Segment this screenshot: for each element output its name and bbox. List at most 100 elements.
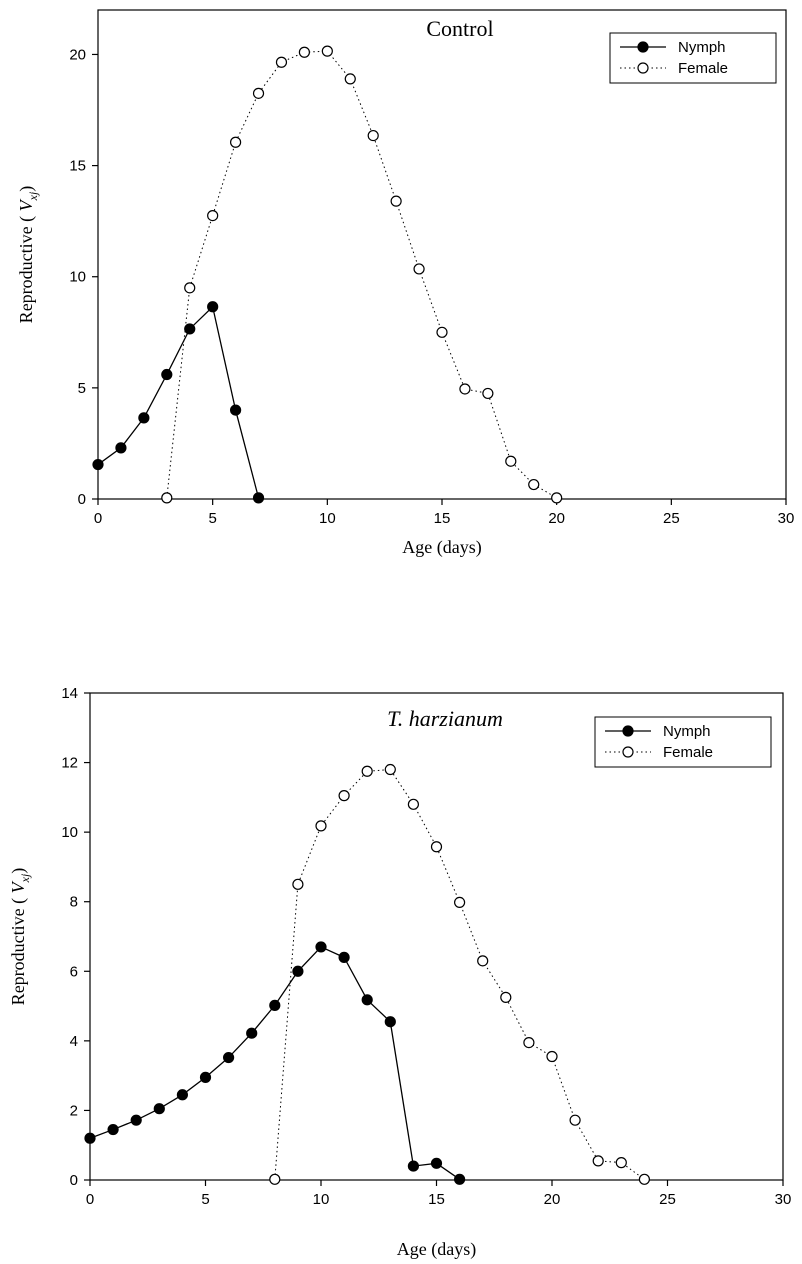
data-point-nymph	[384, 1016, 396, 1028]
x-tick-label: 15	[434, 510, 451, 527]
data-point-female	[413, 263, 425, 275]
data-point-female	[275, 56, 288, 68]
data-point-nymph	[176, 1089, 188, 1101]
y-axis-title-variable: V	[16, 198, 36, 211]
legend-label-nymph: Nymph	[678, 39, 726, 56]
x-tick-label: 15	[428, 1191, 445, 1208]
legend-marker-female	[622, 746, 634, 758]
data-point-female	[569, 1114, 581, 1126]
y-tick-label: 4	[70, 1033, 78, 1050]
y-axis-title-variable: V	[8, 880, 28, 893]
data-point-nymph	[230, 404, 242, 416]
data-point-female	[454, 896, 466, 909]
data-point-nymph	[361, 994, 373, 1006]
data-point-female	[184, 282, 196, 294]
y-axis-title-subscript: xj	[18, 873, 32, 883]
legend-box	[609, 32, 777, 84]
x-tick-label: 0	[86, 1191, 94, 1208]
x-tick-label: 25	[659, 1191, 676, 1208]
data-point-nymph	[84, 1132, 96, 1144]
series-line-female	[274, 769, 645, 1180]
data-point-nymph	[107, 1123, 119, 1136]
data-point-female	[528, 478, 540, 491]
data-point-female	[315, 820, 327, 832]
data-point-nymph	[338, 951, 350, 963]
chart-panel-1: 0 5 10 15 20 25 30 0 5 10 15 20 Age (days) Reproducti…	[16, 9, 794, 558]
legend-box	[594, 716, 772, 768]
data-point-female	[384, 763, 396, 776]
data-point-female	[338, 790, 350, 802]
data-point-female	[298, 46, 310, 58]
y-tick-label: 10	[69, 269, 86, 286]
data-point-female	[436, 326, 448, 338]
data-point-female	[161, 492, 173, 504]
data-point-nymph	[199, 1071, 212, 1083]
series-line-nymph	[97, 305, 260, 499]
x-tick-label: 5	[208, 510, 216, 527]
data-point-nymph	[207, 301, 219, 313]
y-axis-title: Reproductive ( Vxj)	[16, 186, 40, 324]
data-point-female	[459, 383, 471, 395]
legend-label-nymph: Nymph	[663, 723, 711, 740]
y-tick-label: 8	[70, 894, 78, 911]
y-axis-title-suffix: )	[16, 186, 37, 192]
data-point-female	[477, 955, 489, 967]
data-point-nymph	[454, 1173, 466, 1185]
legend-label-female: Female	[678, 60, 728, 77]
data-point-nymph	[92, 458, 104, 471]
data-point-nymph	[292, 965, 304, 977]
data-point-female	[230, 136, 242, 148]
data-point-female	[207, 210, 219, 222]
data-point-nymph	[269, 999, 281, 1011]
x-axis-title: Age (days)	[402, 537, 481, 558]
y-tick-label: 0	[78, 491, 86, 508]
y-tick-label: 20	[69, 46, 86, 63]
data-point-female	[615, 1157, 627, 1169]
legend: Nymph Female	[594, 716, 772, 768]
y-tick-label: 2	[70, 1102, 78, 1119]
x-tick-label: 10	[319, 510, 336, 527]
data-point-nymph	[153, 1103, 165, 1115]
data-point-female	[546, 1050, 558, 1063]
data-point-nymph	[315, 941, 327, 953]
data-point-nymph	[161, 368, 173, 381]
legend: Nymph Female	[609, 32, 777, 84]
y-axis-title-subscript: xj	[26, 191, 40, 201]
data-point-female	[361, 765, 373, 777]
y-tick-label: 14	[61, 685, 78, 702]
data-point-nymph	[138, 412, 150, 424]
data-point-female	[252, 87, 265, 99]
data-point-nymph	[130, 1114, 142, 1126]
data-point-female	[638, 1173, 651, 1185]
legend-marker-female	[637, 62, 649, 74]
y-tick-label: 0	[70, 1172, 78, 1189]
chart-panel-2: 0 5 10 15 20 25 30 0 2 4 6 8 10 12 14 Age (days) Reprodu…	[8, 685, 791, 1260]
data-point-female	[523, 1036, 535, 1049]
y-axis-title: Reproductive ( Vxj)	[8, 868, 32, 1006]
y-axis-title-prefix: Reproductive (	[16, 211, 37, 323]
x-tick-label: 20	[544, 1191, 561, 1208]
data-point-nymph	[430, 1157, 443, 1169]
data-point-female	[344, 73, 356, 85]
x-tick-label: 0	[94, 510, 102, 527]
y-tick-label: 5	[78, 380, 86, 397]
x-tick-label: 25	[663, 510, 680, 527]
data-point-female	[592, 1155, 604, 1167]
legend-marker-nymph	[637, 41, 649, 53]
data-point-female	[321, 45, 333, 57]
y-axis-title-prefix: Reproductive (	[8, 893, 29, 1005]
series-line-female	[166, 50, 557, 499]
data-point-nymph	[184, 323, 196, 335]
data-point-female	[482, 387, 494, 400]
data-point-female	[500, 991, 512, 1003]
x-tick-label: 30	[775, 1191, 792, 1208]
y-axis-title-suffix: )	[8, 868, 29, 874]
data-point-female	[430, 841, 443, 853]
legend-label-female: Female	[663, 744, 713, 761]
data-point-nymph	[407, 1160, 419, 1172]
data-point-female	[390, 195, 402, 207]
data-point-nymph	[115, 442, 127, 454]
data-point-nymph	[246, 1027, 258, 1039]
data-point-female	[551, 492, 563, 504]
